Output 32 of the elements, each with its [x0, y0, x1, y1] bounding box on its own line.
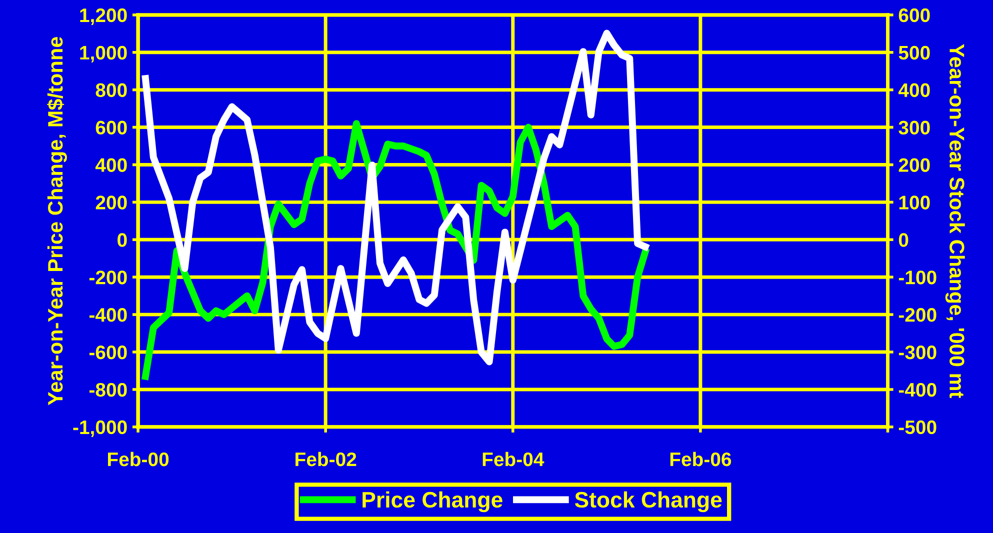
y-tick-label: -1,000 — [73, 420, 127, 437]
y2-tick-label: 200 — [898, 158, 930, 172]
x-tick-label: Feb-06 — [670, 452, 732, 466]
y2-tick-label: -500 — [898, 420, 936, 434]
y-tick-label: 1,200 — [80, 8, 127, 25]
legend-label: Price Change — [362, 491, 502, 512]
y2-tick-label: 300 — [898, 120, 930, 135]
y2-tick-label: 500 — [898, 46, 930, 60]
x-tick-label: Feb-02 — [296, 452, 356, 466]
y2-axis-title: Year-on-Year Stock Change, '000 mt — [945, 44, 965, 398]
y2-tick-label: -200 — [898, 308, 936, 322]
y2-tick-label: 0 — [898, 233, 908, 247]
y-tick-label: 200 — [96, 196, 127, 210]
y2-tick-label: -300 — [898, 345, 936, 360]
x-tick-label: Feb-00 — [108, 452, 169, 466]
y-tick-label: -400 — [89, 308, 127, 322]
y-tick-label: 1,000 — [80, 46, 127, 62]
y-axis-title: Year-on-Year Price Change, M$/tonne — [47, 36, 67, 406]
legend-label: Stock Change — [574, 491, 722, 512]
y-tick-label: 0 — [118, 233, 127, 247]
y-tick-label: -200 — [89, 270, 127, 284]
x-tick-label: Feb-04 — [482, 452, 544, 466]
y2-tick-label: -400 — [898, 382, 936, 397]
y-tick-label: -600 — [89, 345, 127, 360]
y-tick-label: -800 — [89, 382, 127, 397]
y-tick-label: 600 — [96, 120, 127, 135]
y-tick-label: 800 — [96, 83, 127, 98]
y2-tick-label: 100 — [899, 196, 930, 210]
y2-tick-label: 600 — [898, 8, 930, 22]
y-tick-label: 400 — [95, 158, 127, 172]
y2-tick-label: -100 — [898, 270, 936, 284]
y2-tick-label: 400 — [898, 83, 930, 98]
